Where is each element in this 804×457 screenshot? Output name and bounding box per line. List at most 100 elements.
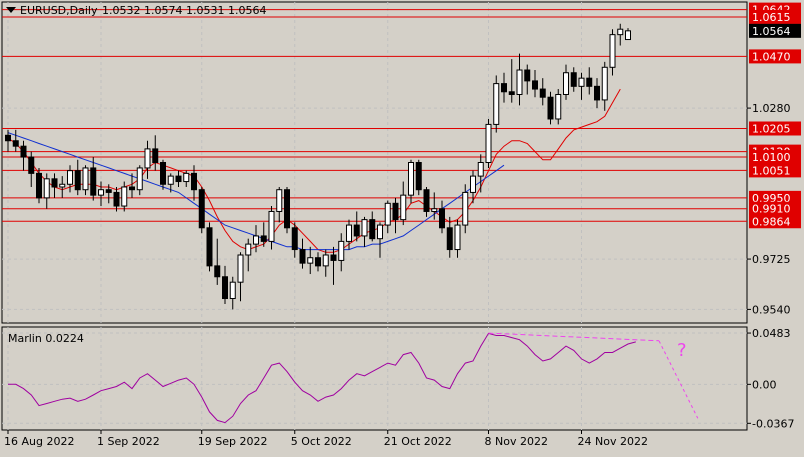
- ohlc-readout: 1.0532 1.0574 1.0531 1.0564: [102, 4, 266, 17]
- candle: [524, 64, 531, 95]
- candle: [307, 246, 314, 275]
- candle-body: [90, 167, 97, 196]
- candle: [431, 192, 438, 220]
- candle-body: [222, 276, 228, 300]
- candle: [36, 167, 42, 204]
- candle: [245, 238, 252, 272]
- candle-body: [338, 240, 345, 261]
- candle-body: [105, 189, 112, 193]
- indicator-panel: [1, 326, 748, 431]
- candle-body: [253, 235, 259, 245]
- candle: [98, 181, 104, 207]
- candle-body: [291, 227, 298, 251]
- forecast-line: [658, 340, 699, 419]
- candle-body: [392, 202, 399, 221]
- x-tick-label: 24 Nov 2022: [578, 435, 648, 448]
- level-label-box: [749, 201, 801, 216]
- candle-body: [167, 175, 174, 185]
- candle: [501, 72, 507, 103]
- indicator-label: Marlin 0.0224: [8, 332, 84, 345]
- candle-body: [431, 208, 438, 212]
- candle-body: [470, 175, 476, 193]
- candle-body: [516, 69, 523, 95]
- candle: [330, 246, 337, 285]
- candle-body: [74, 170, 81, 191]
- candle: [51, 173, 58, 198]
- candle: [470, 170, 476, 204]
- candle-body: [28, 156, 35, 174]
- candle-body: [121, 186, 128, 207]
- candle: [415, 159, 422, 196]
- candle-body: [617, 28, 624, 36]
- candle-body: [408, 162, 414, 196]
- candle-body: [144, 148, 151, 169]
- level-label: 1.0100: [752, 151, 791, 164]
- candle: [532, 70, 538, 98]
- candle-body: [82, 167, 89, 191]
- current-price-label: 1.0564: [752, 25, 791, 38]
- price-panel: [1, 1, 748, 324]
- candle: [268, 206, 275, 250]
- question-mark-annotation: ?: [677, 340, 687, 361]
- candle: [144, 140, 151, 179]
- candle-body: [268, 210, 275, 242]
- candle: [90, 157, 97, 201]
- candle: [82, 165, 89, 196]
- candle-body: [361, 219, 368, 237]
- grid-lines: [2, 2, 747, 430]
- candle: [454, 219, 461, 258]
- candle: [338, 233, 345, 272]
- candle-body: [501, 83, 507, 93]
- candle-body: [439, 208, 445, 229]
- candle-body: [586, 77, 593, 87]
- candle: [67, 165, 73, 193]
- candle: [59, 176, 66, 198]
- level-label: 0.9864: [752, 215, 791, 228]
- level-label: 1.0051: [752, 164, 791, 177]
- candle-body: [260, 235, 267, 242]
- level-label-box: [749, 163, 801, 178]
- candle-body: [152, 148, 159, 163]
- candle-body: [206, 227, 213, 267]
- candle: [74, 159, 81, 196]
- candle: [222, 265, 228, 304]
- candle: [183, 170, 190, 187]
- dropdown-arrow-icon[interactable]: [6, 7, 16, 13]
- candle: [229, 276, 236, 310]
- candle-body: [51, 178, 58, 188]
- marlin-indicator: 0.0483 0.00 -0.0367: [8, 327, 794, 430]
- candle: [198, 186, 205, 234]
- candle-body: [129, 186, 135, 191]
- candle: [539, 78, 546, 106]
- time-axis: 16 Aug 2022 1 Sep 2022 19 Sep 2022 5 Oct 20…: [4, 430, 648, 448]
- candle: [563, 64, 569, 100]
- candle: [508, 59, 515, 103]
- marlin-line: [8, 332, 636, 424]
- candle-body: [400, 194, 407, 221]
- level-label-box: [749, 214, 801, 229]
- candle: [462, 184, 469, 234]
- candle-body: [555, 93, 562, 120]
- candle-body: [493, 83, 500, 125]
- candle-body: [43, 178, 50, 199]
- candle-body: [98, 189, 104, 196]
- candle: [617, 23, 624, 46]
- candle-body: [322, 254, 329, 267]
- candle: [299, 238, 306, 269]
- candle-body: [539, 88, 546, 98]
- fast-moving-average: [7, 88, 621, 253]
- candle-body: [609, 34, 616, 68]
- level-lines: [2, 9, 747, 222]
- candle-body: [594, 85, 600, 101]
- y-tick-label: -0.0367: [752, 417, 794, 430]
- candle: [206, 222, 213, 272]
- candle: [477, 154, 484, 193]
- candle-body: [563, 72, 569, 95]
- candle-body: [191, 172, 197, 191]
- candle-body: [384, 202, 391, 226]
- candle-body: [625, 30, 631, 41]
- level-label: 0.9910: [752, 203, 791, 216]
- candle: [260, 222, 267, 247]
- candle-body: [175, 175, 182, 183]
